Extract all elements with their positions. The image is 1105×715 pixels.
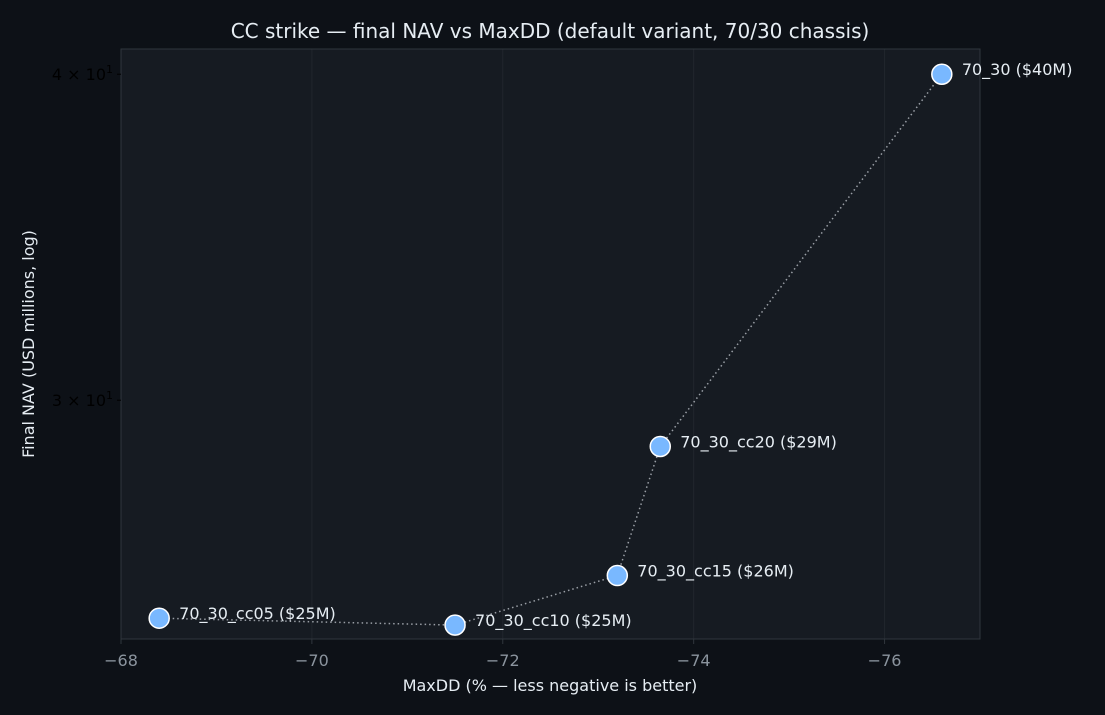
chart-title: CC strike — final NAV vs MaxDD (default … <box>231 19 870 43</box>
x-tick-label: −72 <box>486 651 520 670</box>
y-axis-label: Final NAV (USD millions, log) <box>19 230 38 458</box>
data-point <box>148 607 170 629</box>
x-axis-label: MaxDD (% — less negative is better) <box>403 676 698 695</box>
data-point-label: 70_30_cc15 ($26M) <box>637 562 794 582</box>
data-point-label: 70_30_cc05 ($25M) <box>179 604 336 624</box>
connector-line <box>159 73 943 626</box>
y-tick-label: 4 × 101 <box>52 63 113 84</box>
x-tick-label: −70 <box>295 651 329 670</box>
data-point <box>649 435 672 458</box>
data-point <box>931 63 953 85</box>
x-axis-ticks: −68 −70 −72 −74 −76 <box>104 639 901 670</box>
data-point-label: 70_30 ($40M) <box>962 60 1073 80</box>
point-labels: 70_30_cc05 ($25M) 70_30_cc10 ($25M) 70_30_… <box>179 60 1072 631</box>
axes-border <box>120 48 981 640</box>
data-points <box>148 63 953 636</box>
data-point <box>444 614 466 636</box>
plot-area <box>121 49 980 639</box>
data-point-label: 70_30_cc10 ($25M) <box>475 611 632 631</box>
y-axis-ticks: 3 × 101 4 × 101 <box>52 63 121 410</box>
data-point-label: 70_30_cc20 ($29M) <box>680 432 837 452</box>
data-point <box>606 564 629 587</box>
x-tick-label: −68 <box>104 651 138 670</box>
x-tick-label: −76 <box>868 651 902 670</box>
x-tick-label: −74 <box>677 651 711 670</box>
axes-frame <box>120 48 981 640</box>
y-tick-label: 3 × 101 <box>52 389 113 410</box>
